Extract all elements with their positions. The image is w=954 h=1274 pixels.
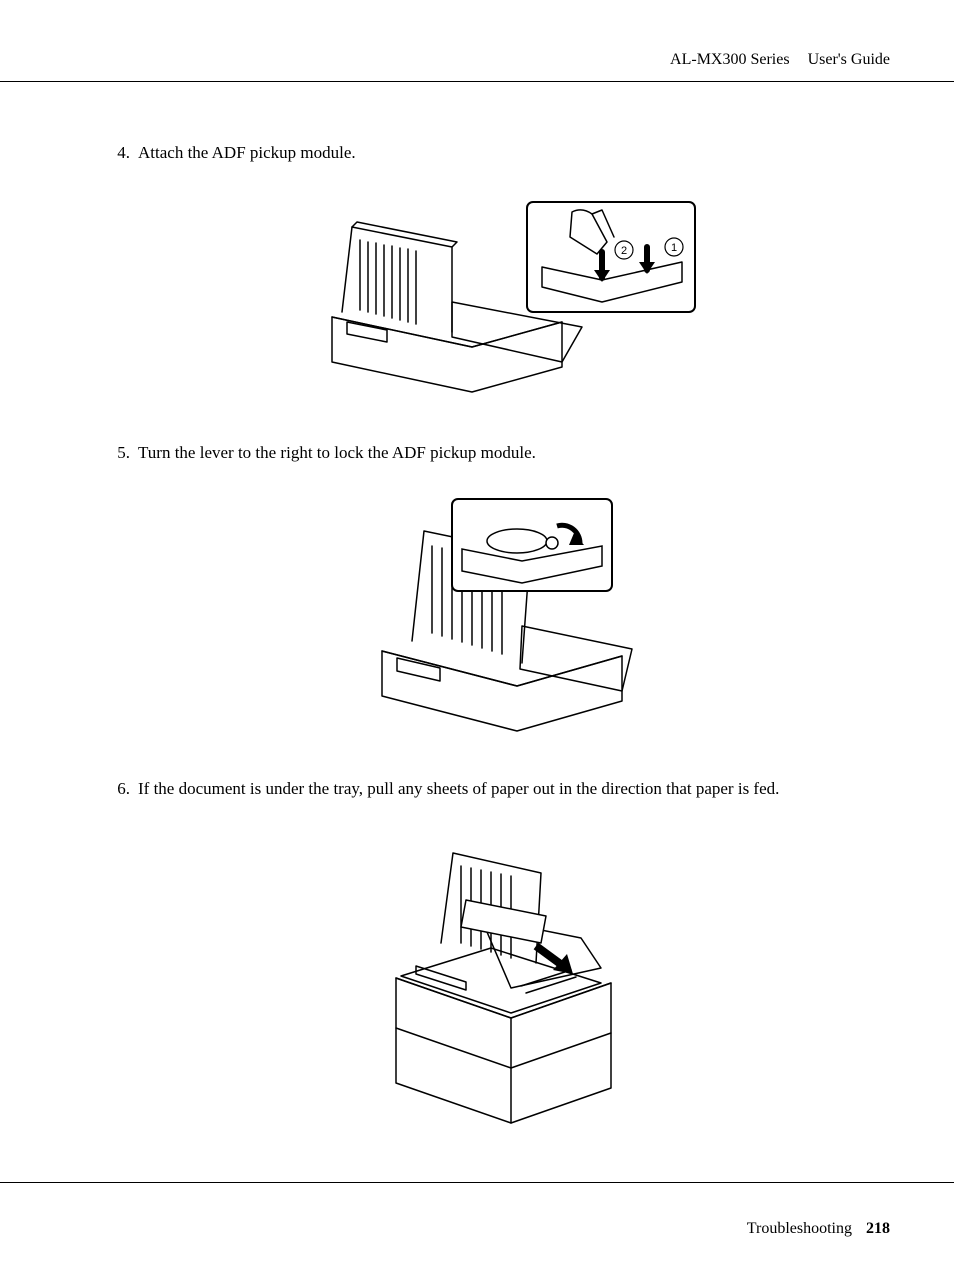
footer-section: Troubleshooting bbox=[747, 1220, 852, 1238]
page-footer: Troubleshooting 218 bbox=[0, 1182, 954, 1274]
figure-5-illustration bbox=[362, 491, 642, 736]
figure-wrap-4: 1 2 bbox=[110, 192, 894, 400]
page: AL-MX300 Series User's Guide 4. Attach t… bbox=[0, 0, 954, 1274]
step-text: If the document is under the tray, pull … bbox=[138, 776, 894, 802]
figure-6-illustration bbox=[371, 828, 633, 1128]
step-5: 5. Turn the lever to the right to lock t… bbox=[110, 440, 894, 466]
svg-text:1: 1 bbox=[671, 242, 677, 254]
page-header: AL-MX300 Series User's Guide bbox=[0, 0, 954, 82]
figure-4-illustration: 1 2 bbox=[302, 192, 702, 400]
header-product: AL-MX300 Series bbox=[670, 51, 790, 69]
header-guide: User's Guide bbox=[808, 51, 890, 69]
page-content: 4. Attach the ADF pickup module. bbox=[110, 140, 894, 1168]
figure-wrap-6 bbox=[110, 828, 894, 1128]
step-6: 6. If the document is under the tray, pu… bbox=[110, 776, 894, 802]
svg-text:2: 2 bbox=[621, 245, 627, 257]
step-text: Attach the ADF pickup module. bbox=[138, 140, 894, 166]
footer-page-number: 218 bbox=[866, 1220, 890, 1238]
step-text: Turn the lever to the right to lock the … bbox=[138, 440, 894, 466]
figure-wrap-5 bbox=[110, 491, 894, 736]
step-4: 4. Attach the ADF pickup module. bbox=[110, 140, 894, 166]
step-number: 6. bbox=[110, 776, 138, 802]
step-number: 4. bbox=[110, 140, 138, 166]
step-number: 5. bbox=[110, 440, 138, 466]
